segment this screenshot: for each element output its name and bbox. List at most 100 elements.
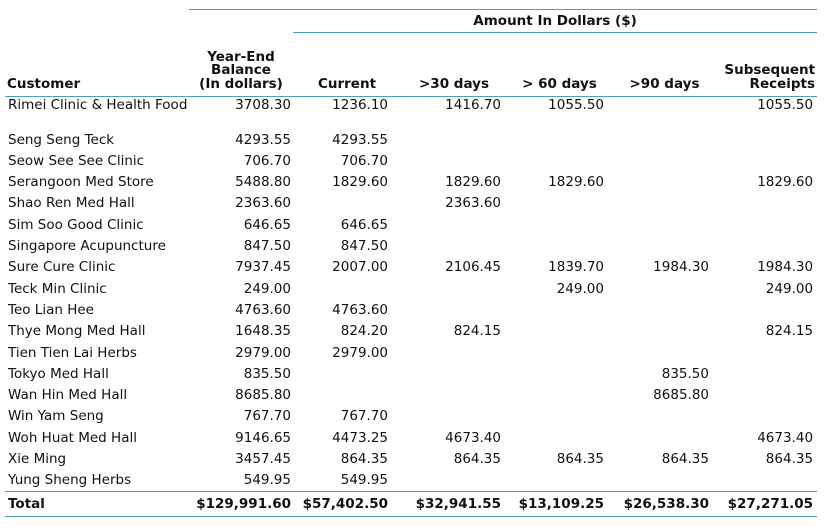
table-row: Teo Lian Hee 4763.60 4763.60 — [5, 299, 817, 320]
over-60-cell — [507, 129, 612, 150]
over-30-cell — [401, 129, 507, 150]
year-end-balance-cell: 2979.00 — [235, 344, 291, 361]
header-subsequent-line-1: Subsequent — [724, 62, 816, 78]
current-cell — [293, 278, 401, 299]
table-row: Wan Hin Med Hall 8685.80 8685.80 — [5, 385, 817, 406]
total-label: Total — [5, 491, 189, 518]
over-30-cell — [401, 150, 507, 171]
over-30-cell: 2363.60 — [445, 195, 501, 212]
customer-cell: Shao Ren Med Hall — [8, 195, 135, 212]
over-60-cell — [507, 427, 612, 448]
total-current: $57,402.50 — [293, 491, 401, 518]
over-30-cell — [401, 278, 507, 299]
table-row: Woh Huat Med Hall 9146.65 4473.25 4673.4… — [5, 427, 817, 448]
current-cell: 706.70 — [340, 152, 388, 169]
over-90-cell — [612, 299, 717, 320]
over-90-cell: 1984.30 — [653, 259, 709, 276]
total-over-60: $13,109.25 — [507, 491, 612, 518]
amount-header-spacer — [189, 9, 293, 33]
year-end-balance-cell: 3708.30 — [235, 97, 291, 113]
table-row: Tokyo Med Hall 835.50 835.50 — [5, 363, 817, 384]
table-row: Rimei Clinic & Health Food 3708.30 1236.… — [5, 97, 817, 130]
table-row: Sim Soo Good Clinic 646.65 646.65 — [5, 214, 817, 235]
over-90-cell — [612, 342, 717, 363]
current-cell: 549.95 — [340, 472, 388, 489]
table-row: Win Yam Seng 767.70 767.70 — [5, 406, 817, 427]
customer-cell: Yung Sheng Herbs — [8, 472, 132, 489]
over-60-cell — [507, 321, 612, 342]
subsequent-receipts-cell: 249.00 — [765, 280, 814, 297]
aging-table: Amount In Dollars ($) Customer Year-End … — [5, 9, 818, 518]
over-30-cell — [401, 363, 507, 384]
over-90-cell — [612, 97, 717, 130]
current-cell: 824.20 — [340, 323, 388, 340]
current-cell: 864.35 — [340, 451, 388, 468]
over-60-cell: 249.00 — [556, 280, 604, 297]
customer-cell: Xie Ming — [8, 451, 67, 468]
customer-cell: Thye Mong Med Hall — [8, 323, 146, 340]
table-row: Thye Mong Med Hall 1648.35 824.20 824.15… — [5, 321, 817, 342]
total-over-90: $26,538.30 — [612, 491, 717, 518]
total-year-end-balance: $129,991.60 — [189, 491, 293, 518]
over-30-cell: 1416.70 — [445, 97, 501, 113]
table-row: Seow See See Clinic 706.70 706.70 — [5, 150, 817, 171]
current-cell — [293, 363, 401, 384]
over-60-cell — [507, 406, 612, 427]
over-30-cell: 2106.45 — [445, 259, 501, 276]
subsequent-receipts-cell — [717, 299, 817, 320]
customer-cell: Tokyo Med Hall — [8, 365, 109, 382]
subsequent-receipts-cell: 824.15 — [765, 323, 814, 340]
customer-cell: Sim Soo Good Clinic — [8, 216, 144, 233]
customer-cell: Woh Huat Med Hall — [8, 429, 137, 446]
over-60-cell — [507, 150, 612, 171]
table-row: Serangoon Med Store 5488.80 1829.60 1829… — [5, 172, 817, 193]
over-90-cell — [612, 129, 717, 150]
over-60-cell — [507, 235, 612, 256]
over-30-cell — [401, 406, 507, 427]
year-end-balance-cell: 549.95 — [243, 472, 291, 489]
subsequent-receipts-cell — [717, 385, 817, 406]
current-cell: 4473.25 — [332, 429, 388, 446]
total-row: Total $129,991.60 $57,402.50 $32,941.55 … — [5, 491, 818, 518]
subsequent-receipts-cell — [717, 470, 817, 492]
current-cell — [293, 193, 401, 214]
header-over-90: >90 days — [612, 32, 717, 97]
over-60-cell — [507, 385, 612, 406]
over-60-cell — [507, 470, 612, 492]
table-row: Teck Min Clinic 249.00 249.00 249.00 — [5, 278, 817, 299]
amount-group-header: Amount In Dollars ($) — [293, 9, 818, 33]
current-cell: 1829.60 — [332, 174, 388, 191]
column-header-row: Customer Year-End Balance (In dollars) C… — [5, 32, 818, 97]
subsequent-receipts-cell — [717, 214, 817, 235]
over-90-cell — [612, 214, 717, 235]
over-90-cell: 8685.80 — [653, 387, 709, 404]
over-60-cell — [507, 193, 612, 214]
year-end-balance-cell: 8685.80 — [235, 387, 291, 404]
over-60-cell: 1055.50 — [548, 97, 604, 113]
header-subsequent-receipts: Subsequent Receipts — [717, 32, 818, 97]
current-cell: 2979.00 — [332, 344, 388, 361]
subsequent-receipts-cell — [717, 363, 817, 384]
over-90-cell — [612, 235, 717, 256]
year-end-balance-cell: 249.00 — [243, 280, 291, 297]
table-row: Yung Sheng Herbs 549.95 549.95 — [5, 470, 817, 492]
subsequent-receipts-cell: 1055.50 — [757, 97, 814, 113]
over-90-cell: 864.35 — [661, 451, 709, 468]
subsequent-receipts-cell — [717, 342, 817, 363]
subsequent-receipts-cell — [717, 129, 817, 150]
customer-cell: Rimei Clinic & Health Food — [8, 97, 188, 113]
subsequent-receipts-cell — [717, 235, 817, 256]
over-60-cell — [507, 299, 612, 320]
customer-cell: Serangoon Med Store — [8, 174, 154, 191]
customer-cell: Seng Seng Teck — [8, 131, 115, 148]
total-over-30: $32,941.55 — [401, 491, 507, 518]
year-end-balance-cell: 706.70 — [243, 152, 291, 169]
subsequent-receipts-cell: 1829.60 — [757, 174, 814, 191]
current-cell: 646.65 — [340, 216, 388, 233]
over-30-cell: 4673.40 — [445, 429, 501, 446]
subsequent-receipts-cell — [717, 406, 817, 427]
customer-cell: Singapore Acupuncture — [8, 238, 166, 255]
header-current: Current — [293, 32, 401, 97]
over-90-cell — [612, 470, 717, 492]
